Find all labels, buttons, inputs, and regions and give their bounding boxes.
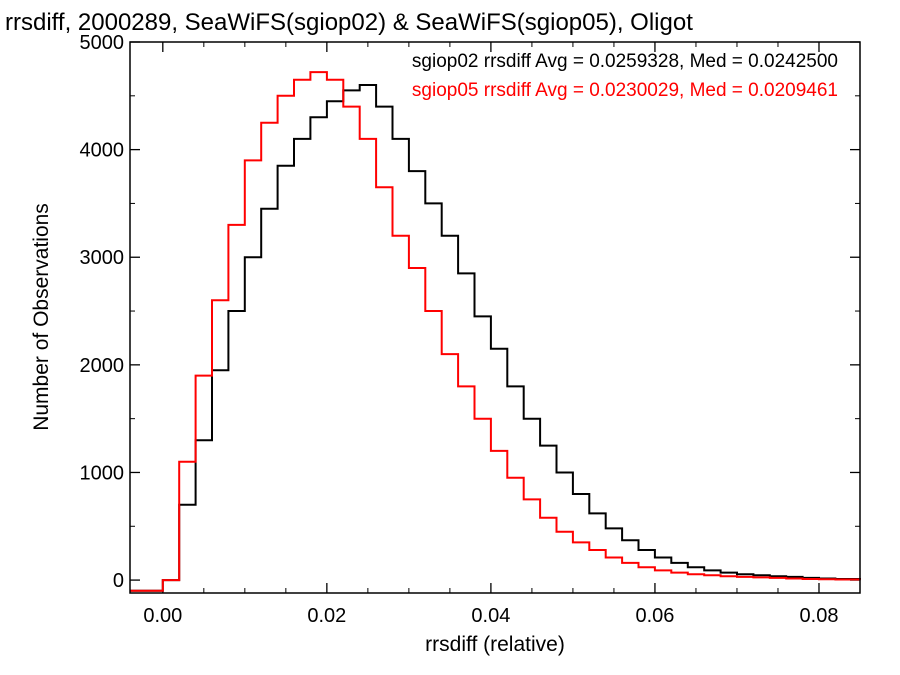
series-group [130, 71, 861, 592]
legend-entry-sgiop05: sgiop05 rrsdiff Avg = 0.0230029, Med = 0… [412, 80, 838, 101]
y-tick-label: 5000 [80, 32, 125, 54]
x-tick-label: 0.04 [471, 605, 510, 627]
y-tick-label: 2000 [80, 355, 125, 377]
y-tick-label: 4000 [80, 140, 125, 162]
chart-title: rrsdiff, 2000289, SeaWiFS(sgiop02) & Sea… [5, 9, 693, 36]
legend-entry-sgiop02: sgiop02 rrsdiff Avg = 0.0259328, Med = 0… [412, 51, 838, 72]
x-tick-label: 0.00 [143, 605, 182, 627]
series-line-sgiop02 [130, 84, 861, 592]
y-axis: 0 1000 2000 3000 4000 5000 [80, 32, 860, 592]
plot-frame [129, 41, 861, 594]
x-axis-label: rrsdiff (relative) [425, 633, 565, 656]
series-line-sgiop05 [130, 71, 861, 592]
y-tick-label: 3000 [80, 247, 125, 269]
y-tick-label: 0 [113, 570, 124, 592]
x-tick-label: 0.08 [800, 605, 839, 627]
y-axis-label: Number of Observations [30, 203, 53, 431]
y-tick-label: 1000 [80, 462, 125, 484]
x-tick-label: 0.06 [635, 605, 674, 627]
x-tick-label: 0.02 [307, 605, 346, 627]
x-axis: 0.00 0.02 0.04 0.06 0.08 [143, 42, 838, 627]
